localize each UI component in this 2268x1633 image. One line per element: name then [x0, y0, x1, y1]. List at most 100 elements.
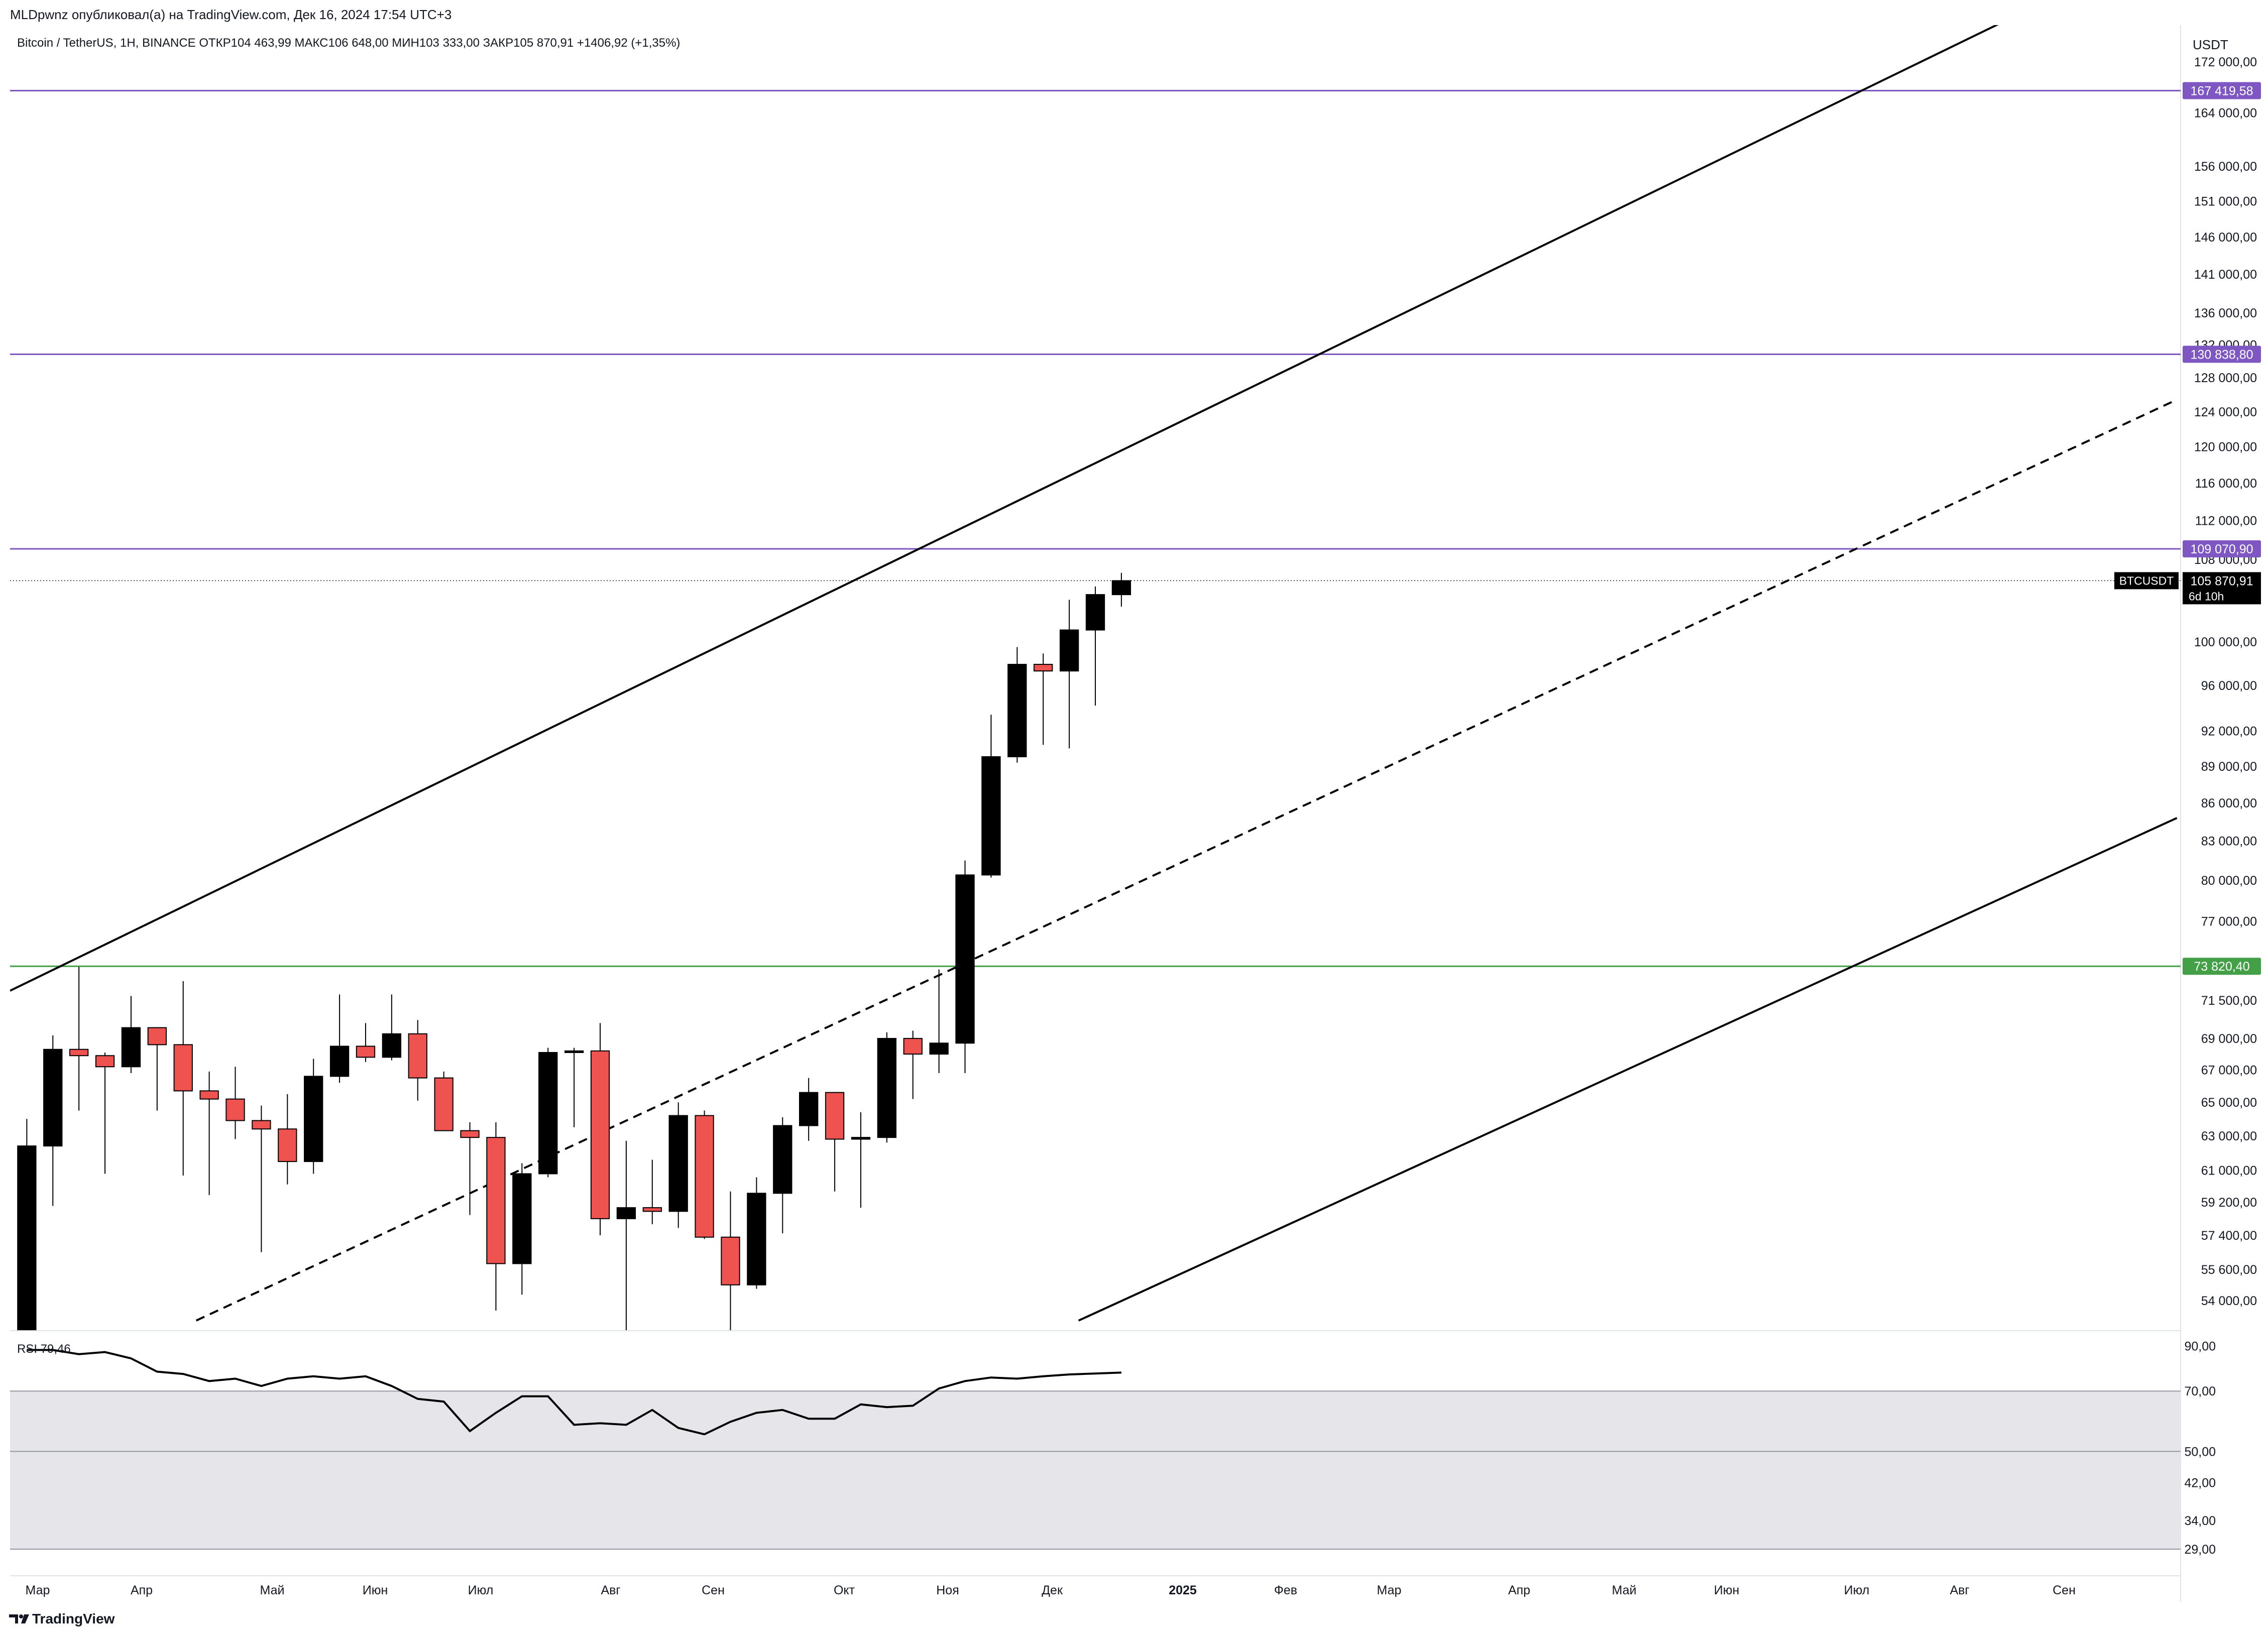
rsi-pane: 90,00 70,00 50,00 42,00 34,00 29,00: [10, 1339, 2216, 1557]
level-price-badge: [2183, 82, 2261, 99]
time-axis-label: Мар: [1377, 1583, 1402, 1597]
candle[interactable]: [434, 1071, 453, 1131]
candle[interactable]: [1034, 653, 1053, 745]
footer-brand[interactable]: TradingView: [32, 1611, 115, 1626]
candle[interactable]: [747, 1177, 766, 1289]
candle-body-up: [1085, 594, 1105, 631]
candle[interactable]: [147, 1027, 167, 1111]
candle-body-up: [851, 1137, 871, 1140]
time-axis-label: Июл: [1844, 1583, 1870, 1597]
candles: [17, 572, 1131, 1405]
level-price-label: 167 419,58: [2190, 84, 2253, 98]
candle-body-down: [278, 1128, 297, 1162]
candle[interactable]: [616, 1140, 636, 1405]
candle[interactable]: [799, 1078, 819, 1141]
candle-body-down: [434, 1077, 453, 1131]
rsi-lower-band: [10, 1451, 2181, 1549]
candle-body-up: [17, 1145, 37, 1331]
price-tick-label: 116 000,00: [2195, 477, 2257, 491]
rsi-tick-label: 50,00: [2184, 1445, 2216, 1459]
price-tick-label: 92 000,00: [2201, 724, 2257, 738]
last-price-label: 105 870,91: [2190, 574, 2253, 588]
candle-body-down: [147, 1027, 167, 1045]
candle-body-down: [721, 1236, 740, 1286]
candle[interactable]: [512, 1163, 532, 1295]
candle[interactable]: [1059, 600, 1079, 749]
candle-body-up: [616, 1207, 636, 1219]
rsi-tick-label: 42,00: [2184, 1476, 2216, 1490]
candle[interactable]: [695, 1110, 714, 1239]
candle[interactable]: [564, 1047, 584, 1127]
candle[interactable]: [304, 1059, 323, 1174]
candle[interactable]: [981, 715, 1001, 878]
candle-body-up: [329, 1045, 350, 1077]
candle[interactable]: [877, 1032, 897, 1143]
time-axis-label: Июн: [1714, 1583, 1740, 1597]
candle[interactable]: [382, 994, 402, 1061]
candle-body-up: [304, 1076, 323, 1162]
level-price-badge: [2183, 958, 2261, 975]
trendline-upper[interactable]: [10, 3, 2043, 992]
candle[interactable]: [408, 1020, 427, 1101]
candle-countdown: 6d 10h: [2189, 590, 2224, 603]
last-price-marker: BTCUSDT 105 870,91 6d 10h: [10, 572, 2261, 605]
price-tick-label: 67 000,00: [2201, 1064, 2257, 1078]
candle[interactable]: [955, 860, 975, 1074]
symbol-ohlc-legend[interactable]: Bitcoin / TetherUS, 1Н, BINANCE ОТКР104 …: [17, 36, 680, 50]
candle[interactable]: [43, 1035, 63, 1206]
currency-label[interactable]: USDT: [2193, 37, 2228, 52]
candle[interactable]: [486, 1122, 506, 1311]
candle-body-up: [121, 1027, 141, 1068]
candle-body-up: [877, 1038, 897, 1138]
time-axis-label: Дек: [1042, 1583, 1063, 1597]
candle[interactable]: [538, 1047, 558, 1178]
price-tick-label: 65 000,00: [2201, 1096, 2257, 1110]
horizontal-levels: 167 419,58 130 838,80 109 070,90 73 820,40: [10, 82, 2261, 975]
time-axis-label: Ноя: [936, 1583, 959, 1597]
candle[interactable]: [773, 1117, 792, 1234]
candle[interactable]: [825, 1092, 845, 1192]
rsi-label[interactable]: RSI 79,46: [17, 1342, 71, 1356]
candle[interactable]: [173, 981, 193, 1176]
rsi-line[interactable]: [27, 1349, 1121, 1436]
candle[interactable]: [329, 994, 350, 1083]
candle-body-up: [1059, 629, 1079, 672]
candle[interactable]: [668, 1102, 688, 1228]
level-price-label: 109 070,90: [2190, 542, 2253, 556]
candle[interactable]: [252, 1105, 271, 1252]
candle-body-down: [825, 1092, 845, 1140]
candle[interactable]: [460, 1122, 480, 1215]
candle[interactable]: [121, 996, 141, 1074]
candle-body-up: [43, 1048, 63, 1147]
candle[interactable]: [225, 1067, 245, 1139]
price-tick-label: 156 000,00: [2194, 160, 2257, 174]
candle-body-up: [564, 1050, 584, 1053]
trendline-middle[interactable]: [195, 399, 2178, 1322]
candle[interactable]: [1085, 586, 1105, 706]
candle[interactable]: [199, 1071, 219, 1195]
published-credit: MLDpwnz опубликовал(а) на TradingView.co…: [10, 7, 451, 22]
candle[interactable]: [851, 1112, 871, 1208]
candle[interactable]: [1111, 572, 1131, 607]
candle[interactable]: [1007, 647, 1027, 763]
candle[interactable]: [929, 969, 949, 1074]
candle[interactable]: [278, 1094, 297, 1185]
candle[interactable]: [69, 967, 89, 1111]
candle[interactable]: [903, 1030, 923, 1099]
candle[interactable]: [590, 1023, 610, 1235]
candle[interactable]: [17, 1119, 37, 1364]
time-axis-labels: Мар Апр Май Июн Июл Авг Сен Окт Ноя Дек 2025 Фев Мар…: [26, 1583, 2076, 1597]
time-axis-label: Авг: [601, 1583, 620, 1597]
candle[interactable]: [356, 1023, 376, 1062]
rsi-background-band: [10, 1391, 2181, 1452]
price-tick-label: 128 000,00: [2194, 371, 2257, 385]
candle-body-up: [747, 1193, 766, 1286]
price-tick-label: 61 000,00: [2201, 1163, 2257, 1178]
candle[interactable]: [642, 1159, 662, 1224]
candle[interactable]: [95, 1052, 115, 1174]
price-tick-label: 89 000,00: [2201, 760, 2257, 774]
candle[interactable]: [721, 1191, 740, 1331]
trendline-lower[interactable]: [1078, 817, 2178, 1322]
